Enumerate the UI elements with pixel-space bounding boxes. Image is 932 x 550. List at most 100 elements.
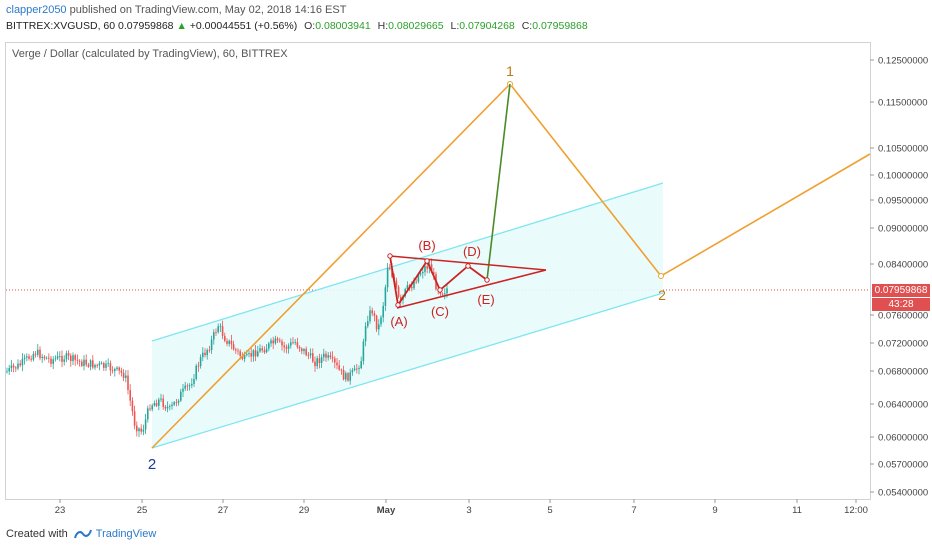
last-price: 0.07959868 (118, 20, 174, 32)
candle-body (116, 367, 118, 369)
candle-body (50, 358, 52, 364)
candle-body (92, 360, 94, 368)
candle-body (59, 355, 61, 357)
y-tick-label: 0.06000000 (878, 433, 928, 444)
candle-body (26, 356, 28, 358)
candle-body (107, 363, 109, 365)
candle-body (257, 351, 259, 357)
candle-body (65, 353, 68, 360)
candle-body (384, 287, 387, 306)
candle-body (81, 361, 83, 366)
candle-body (298, 346, 301, 349)
candle-body (230, 340, 233, 345)
tradingview-link[interactable]: TradingView (73, 528, 156, 540)
x-tick-label: 27 (218, 505, 229, 516)
triangle-wave-path (389, 255, 488, 308)
candle-body (111, 370, 114, 372)
candle-body (239, 351, 241, 356)
candle-body (160, 398, 162, 400)
chart-title: Verge / Dollar (calculated by TradingVie… (12, 48, 288, 60)
candle-body (364, 326, 367, 342)
price-change: +0.00044551 (+0.56%) (189, 20, 298, 32)
candle-body (32, 353, 35, 360)
candle-body (100, 363, 103, 364)
candle-body (318, 358, 321, 364)
y-tick-label: 0.10000000 (878, 171, 928, 182)
candle-body (142, 429, 145, 432)
triangle-wave-point (484, 277, 490, 283)
y-tick-label: 0.07200000 (878, 339, 928, 350)
candle-body (213, 332, 215, 340)
candle-body (175, 402, 178, 403)
candle-body (85, 359, 87, 365)
candle-body (415, 281, 417, 283)
candle-body (140, 428, 142, 432)
candle-body (6, 371, 8, 373)
x-tick-label: 25 (137, 505, 148, 516)
candle-body (307, 355, 310, 357)
candle-body (204, 352, 206, 356)
y-tick-label: 0.09500000 (878, 196, 928, 207)
candle-body (360, 361, 362, 369)
triangle-wave-point (395, 302, 401, 308)
candle-body (43, 356, 46, 359)
author-link[interactable]: clapper2050 (6, 4, 67, 16)
candle-body (301, 348, 303, 352)
candle-body (15, 367, 17, 369)
y-tick-label: 0.05700000 (878, 460, 928, 471)
y-tick-label: 0.08400000 (878, 260, 928, 271)
candle-body (182, 388, 184, 392)
candle-body (195, 365, 197, 380)
triangle-wave-point (424, 258, 430, 264)
candle-body (389, 268, 391, 270)
y-tick-label: 0.07600000 (878, 311, 928, 322)
candle-body (89, 360, 92, 367)
y-tick-label: 0.06800000 (878, 367, 928, 378)
candle-body (380, 317, 382, 325)
candle-body (171, 404, 173, 407)
candle-body (12, 365, 15, 368)
open-label: O: (304, 20, 316, 32)
candle-body (109, 363, 112, 371)
candle-body (285, 347, 288, 349)
candle-body (186, 385, 189, 387)
close-value: 0.07959868 (532, 20, 588, 32)
candle-body (45, 357, 48, 359)
low-value: 0.07904268 (459, 20, 515, 32)
candle-body (433, 272, 435, 275)
symbol-label: BITTREX:XVGUSD, 60 (6, 20, 116, 32)
candle-body (235, 349, 237, 351)
candle-body (105, 363, 107, 368)
candle-body (103, 363, 105, 368)
x-tick-label: 7 (631, 505, 636, 516)
candle-body (263, 350, 266, 353)
candle-body (147, 408, 149, 420)
channel-lower-line (151, 292, 664, 449)
candle-body (63, 359, 65, 362)
x-tick-label: 23 (55, 505, 66, 516)
candle-body (129, 389, 131, 401)
candle-body (72, 355, 74, 362)
candle-body (67, 353, 70, 356)
candle-body (325, 353, 327, 358)
candle-body (118, 367, 120, 371)
wave-label: 1 (506, 63, 514, 79)
y-tick-label: 0.10500000 (878, 144, 928, 155)
candle-body (74, 355, 76, 360)
candle-body (30, 358, 32, 360)
tradingview-logo-icon (73, 529, 92, 539)
candle-body (347, 373, 349, 381)
candle-body (375, 315, 378, 330)
x-tick-label: 29 (299, 505, 310, 516)
candle-body (294, 342, 296, 343)
candle-body (144, 419, 147, 430)
x-tick-label: May (377, 505, 396, 516)
x-tick-label: 12:00 (844, 505, 868, 516)
candle-body (180, 391, 182, 401)
y-tick-label: 0.09000000 (878, 224, 928, 235)
candle-body (338, 365, 340, 370)
candle-body (232, 344, 235, 350)
candle-body (367, 321, 369, 327)
candle-body (215, 332, 217, 333)
